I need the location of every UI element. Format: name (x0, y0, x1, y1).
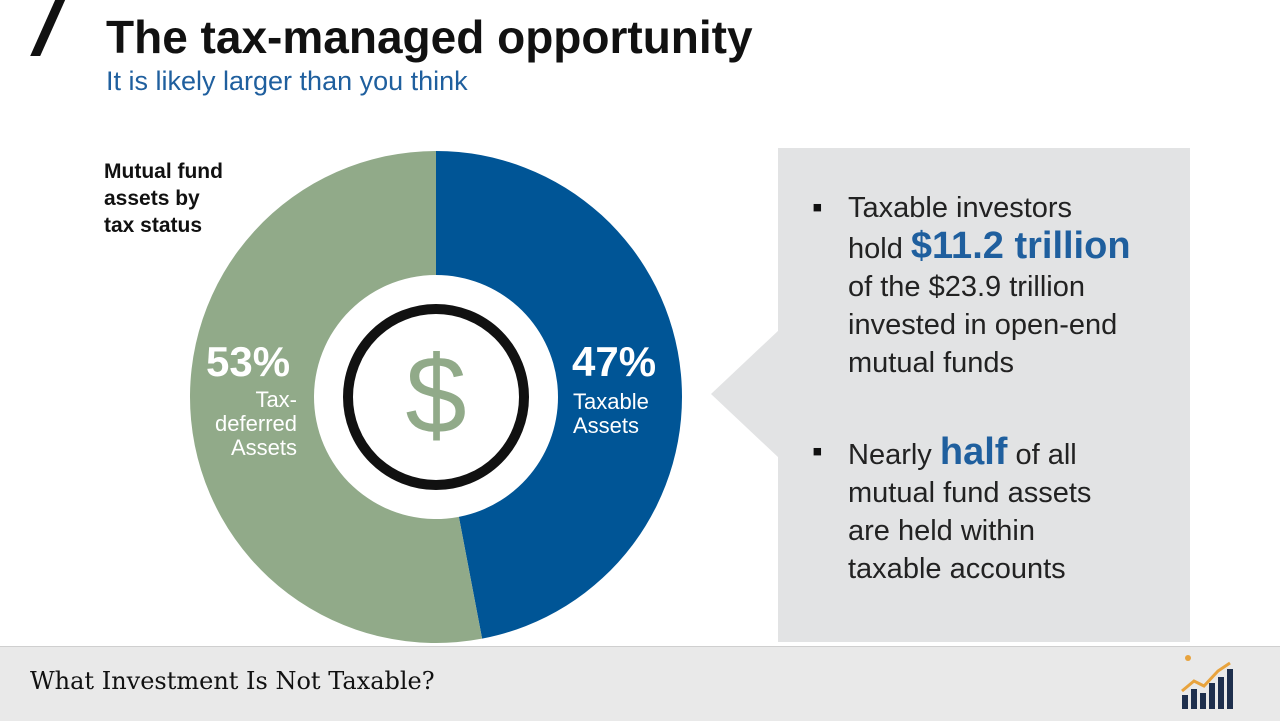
bullet-item-taxable-investors: Taxable investors hold $11.2 trillion of… (848, 189, 1178, 382)
rising-chart-icon (1181, 655, 1233, 709)
bullet-text-segment: of all (1007, 439, 1077, 471)
pie-slice-label-tax-deferred: Tax- deferred Assets (205, 388, 297, 460)
bullet-line: Taxable investors (848, 192, 1073, 224)
pie-slice-label-taxable: Taxable Assets (573, 390, 649, 438)
pie-slice-label-line: Taxable (573, 389, 649, 414)
bullet-line: taxable accounts (848, 553, 1066, 585)
bullet-line: are held within (848, 515, 1035, 547)
page-title: The tax-managed opportunity (106, 11, 753, 63)
pie-slice-tax-deferred (189, 151, 483, 643)
bullet-line: mutual funds (848, 347, 1015, 379)
bullet-text-segment: hold (848, 233, 911, 265)
callout-box (778, 148, 1190, 642)
chart-caption-line: tax status (104, 214, 203, 237)
bullet-item-nearly-half: Nearly half of all mutual fund assets ar… (848, 433, 1178, 588)
bullet-marker: ▪ (812, 435, 823, 468)
footer-bar: What Investment Is Not Taxable? (0, 646, 1280, 721)
bullet-line: of the $23.9 trillion (848, 271, 1085, 303)
chart-caption: Mutual fund assets by tax status (104, 158, 264, 239)
bullet-line: hold $11.2 trillion (848, 227, 1178, 268)
pie-slice-label-line: deferred (215, 411, 297, 436)
chart-caption-line: assets by (104, 187, 200, 210)
callout-pointer (711, 330, 779, 458)
dollar-sign-icon: $ (405, 334, 466, 457)
page-subtitle: It is likely larger than you think (106, 66, 468, 96)
chart-caption-line: Mutual fund (104, 160, 223, 183)
bullet-line: Nearly half of all (848, 433, 1178, 474)
bullet-marker: ▪ (812, 191, 823, 224)
pie-slice-label-line: Tax- (255, 387, 297, 412)
pie-slice-taxable (436, 151, 682, 639)
bullet-text-segment: Nearly (848, 439, 940, 471)
dollar-ring-icon (343, 304, 529, 490)
bullet-line: invested in open-end (848, 309, 1118, 341)
highlight-amount: $11.2 trillion (910, 225, 1131, 267)
footer-title: What Investment Is Not Taxable? (30, 667, 435, 695)
bullet-line: mutual fund assets (848, 477, 1092, 509)
highlight-word: half (939, 431, 1008, 473)
pie-slice-label-line: Assets (573, 413, 640, 438)
pie-percent-label-tax-deferred: 53% (206, 338, 291, 385)
pie-slice-label-line: Assets (230, 435, 297, 460)
pie-percent-label-taxable: 47% (572, 338, 657, 385)
